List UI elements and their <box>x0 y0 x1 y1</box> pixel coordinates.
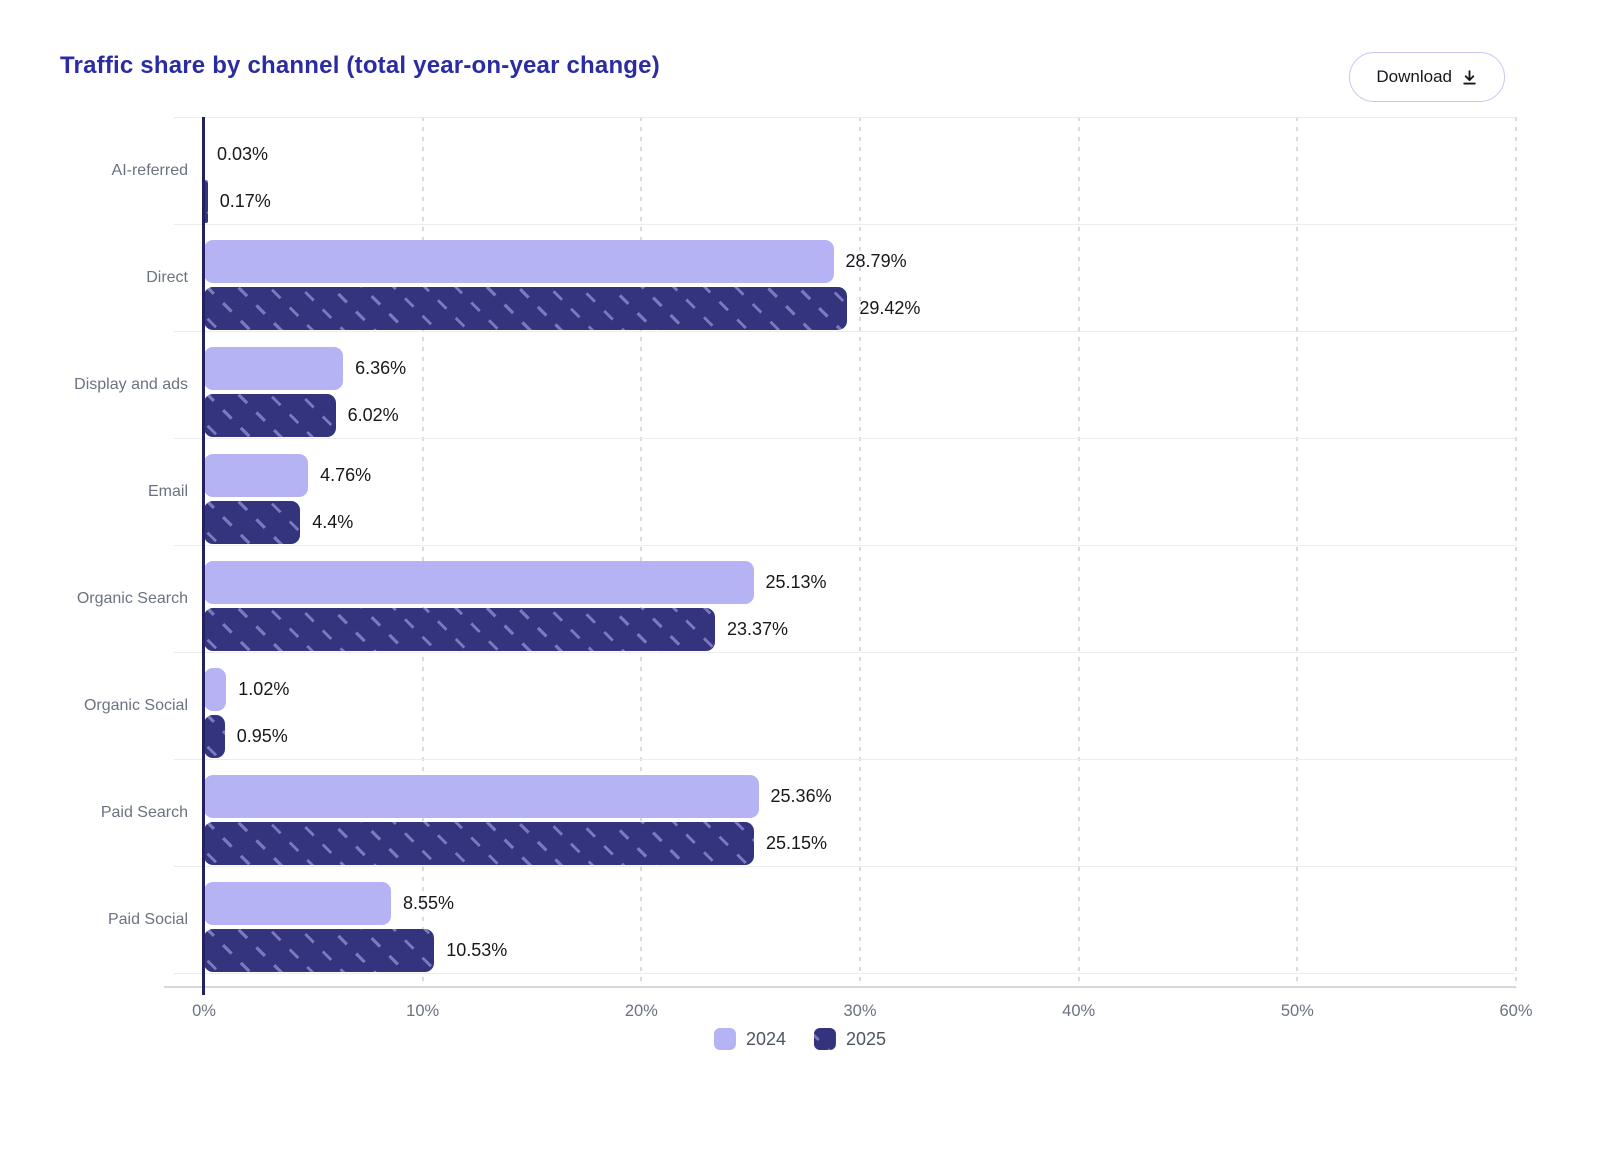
gridline-vertical <box>640 117 643 988</box>
gridline-vertical <box>421 117 424 988</box>
category-label-paid-social: Paid Social <box>107 910 188 928</box>
y-axis-line <box>202 117 205 995</box>
bar-2024-display-and-ads[interactable] <box>204 347 344 390</box>
category-band: Direct 28.79% 29.42% <box>146 224 1516 331</box>
value-label-2025-organic-search: 23.37% <box>727 619 789 639</box>
download-button[interactable]: Download <box>1349 52 1505 102</box>
category-label-direct: Direct <box>146 268 188 286</box>
row-separator <box>174 331 1516 332</box>
value-label-2025-organic-social: 0.95% <box>236 726 288 746</box>
bar-2025-email[interactable] <box>204 501 301 544</box>
category-label-organic-social: Organic Social <box>83 696 188 714</box>
value-label-2024-display-and-ads: 6.36% <box>355 358 407 378</box>
legend-swatch-2025 <box>814 1028 836 1050</box>
category-label-ai-referred: AI-referred <box>111 161 188 179</box>
value-label-2025-ai-referred: 0.17% <box>219 191 271 211</box>
row-separator <box>174 973 1516 974</box>
chart-legend: 2024 2025 <box>713 1028 886 1050</box>
value-label-2024-email: 4.76% <box>320 465 372 485</box>
bar-2025-paid-search[interactable] <box>204 822 754 865</box>
category-band: Email 4.76% 4.4% <box>148 438 1516 545</box>
legend-swatch-2024 <box>713 1028 736 1050</box>
bar-2025-paid-social[interactable] <box>204 929 435 972</box>
x-tick-label: 20% <box>624 1002 658 1020</box>
category-label-email: Email <box>147 482 188 500</box>
value-label-2024-organic-social: 1.02% <box>238 679 290 699</box>
x-tick-label: 10% <box>406 1002 440 1020</box>
category-band: Display and ads 6.36% 6.02% <box>74 331 1516 438</box>
value-label-2024-organic-search: 25.13% <box>765 572 827 592</box>
row-separator <box>174 545 1516 546</box>
category-band: Paid Social 8.55% 10.53% <box>108 866 1516 973</box>
value-label-2024-direct: 28.79% <box>845 251 907 271</box>
x-tick-label: 60% <box>1499 1002 1533 1020</box>
x-tick-label: 30% <box>843 1002 877 1020</box>
bar-2025-ai-referred[interactable] <box>204 180 208 223</box>
x-tick-label: 0% <box>192 1002 216 1020</box>
row-separator <box>174 117 1516 118</box>
bar-2024-organic-social[interactable] <box>204 668 227 711</box>
bar-2024-paid-social[interactable] <box>204 882 391 925</box>
value-label-2024-ai-referred: 0.03% <box>217 144 269 164</box>
value-label-2025-email: 4.4% <box>312 512 354 532</box>
value-label-2024-paid-social: 8.55% <box>402 893 454 913</box>
category-band: Paid Search 25.36% 25.15% <box>101 759 1516 866</box>
x-axis-line <box>164 986 1516 988</box>
legend-label-2025: 2025 <box>846 1028 887 1049</box>
bar-2025-organic-social[interactable] <box>204 715 225 758</box>
legend-item-2025[interactable]: 2025 <box>814 1028 886 1050</box>
row-separator <box>174 759 1516 760</box>
download-button-label: Download <box>1376 67 1452 86</box>
value-label-2025-paid-social: 10.53% <box>446 940 508 960</box>
value-label-2024-paid-search: 25.36% <box>770 786 832 806</box>
gridline-vertical <box>1296 117 1299 988</box>
bar-2024-organic-search[interactable] <box>204 561 754 604</box>
bar-2025-display-and-ads[interactable] <box>204 394 336 437</box>
category-band: AI-referred 0.03% 0.17% <box>112 117 1516 224</box>
value-label-2025-display-and-ads: 6.02% <box>347 405 399 425</box>
value-label-2025-direct: 29.42% <box>859 298 921 318</box>
bar-2025-direct[interactable] <box>204 287 848 330</box>
category-label-paid-search: Paid Search <box>100 803 188 821</box>
category-band: Organic Search 25.13% 23.37% <box>77 545 1516 652</box>
bar-2024-direct[interactable] <box>204 240 834 283</box>
bar-2025-organic-search[interactable] <box>204 608 716 651</box>
category-label-organic-search: Organic Search <box>76 589 188 607</box>
category-label-display-and-ads: Display and ads <box>74 375 188 393</box>
x-tick-label: 50% <box>1280 1002 1314 1020</box>
row-separator <box>174 652 1516 653</box>
page-title: Traffic share by channel (total year-on-… <box>60 52 660 79</box>
row-separator <box>174 224 1516 225</box>
gridline-vertical <box>859 117 861 988</box>
category-band: Organic Social 1.02% 0.95% <box>84 652 1516 759</box>
legend-label-2024: 2024 <box>745 1028 786 1049</box>
value-label-2025-paid-search: 25.15% <box>765 833 827 853</box>
x-tick-label: 40% <box>1062 1002 1096 1020</box>
gridline-vertical <box>1077 117 1080 988</box>
bar-chart: AI-referred 0.03% 0.17% Direct 28.79% 29.42% D… <box>74 117 1533 1020</box>
bar-2024-email[interactable] <box>204 454 309 497</box>
download-icon <box>1461 69 1478 86</box>
legend-item-2024[interactable]: 2024 <box>713 1028 786 1050</box>
row-separator <box>174 866 1516 867</box>
gridline-vertical <box>1515 117 1517 988</box>
row-separator <box>174 438 1516 439</box>
bar-2024-paid-search[interactable] <box>204 775 759 818</box>
